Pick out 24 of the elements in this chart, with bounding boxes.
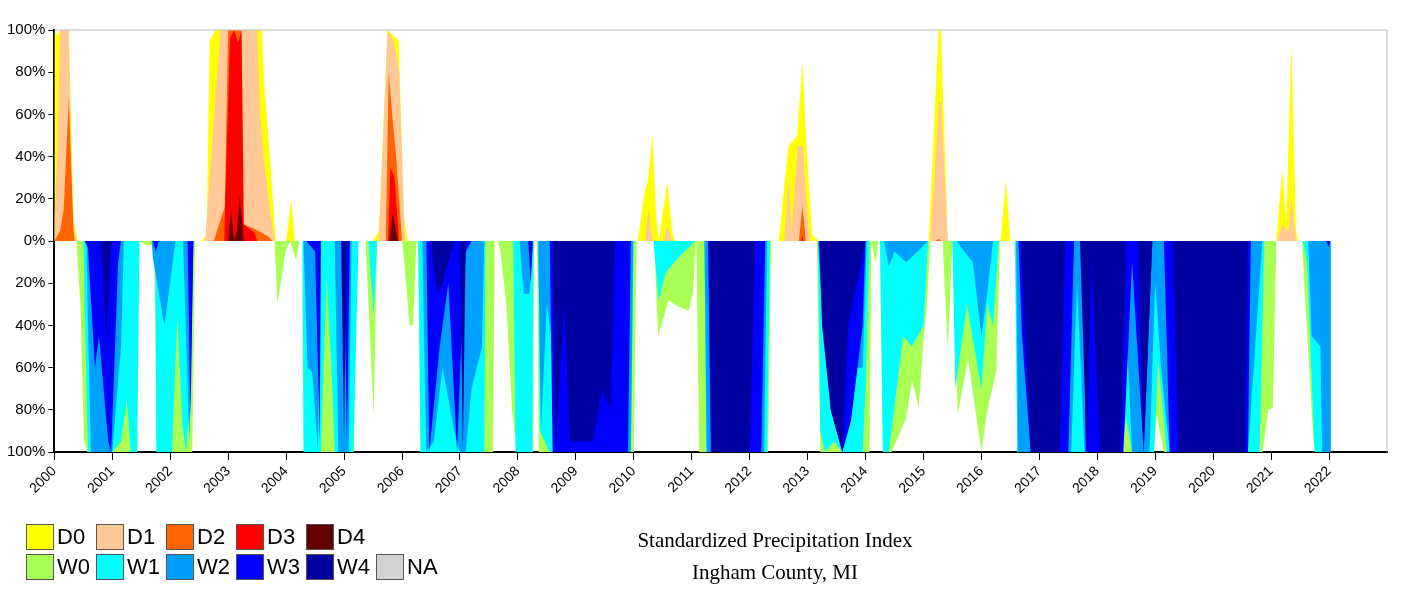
legend-label: NA bbox=[407, 554, 438, 580]
y-tick-label: 40% bbox=[15, 146, 46, 164]
y-tick-label: 20% bbox=[15, 188, 46, 206]
text: Standardized Precipitation Index bbox=[636, 527, 914, 554]
y-tick-label: 40% bbox=[15, 315, 46, 333]
y-tick-label: 80% bbox=[15, 400, 46, 418]
legend-label: D0 bbox=[57, 524, 86, 550]
legend-label: D3 bbox=[267, 524, 296, 550]
y-tick-label: 60% bbox=[15, 357, 46, 375]
legend-label: D4 bbox=[337, 524, 366, 550]
legend-label: W0 bbox=[57, 554, 90, 580]
legend-label: D2 bbox=[197, 524, 226, 550]
y-tick-label: 80% bbox=[15, 62, 46, 80]
legend-label: W3 bbox=[267, 554, 300, 580]
y-tick-label: 20% bbox=[15, 273, 46, 291]
y-tick-label: 0% bbox=[23, 231, 46, 249]
legend-label: D1 bbox=[127, 524, 156, 550]
y-tick-label: 100% bbox=[6, 442, 46, 460]
legend-label: W1 bbox=[127, 554, 160, 580]
y-tick-label: 60% bbox=[15, 104, 46, 122]
text: Ingham County, MI bbox=[690, 559, 859, 586]
y-tick-label: 100% bbox=[6, 20, 46, 38]
legend-label: W4 bbox=[337, 554, 370, 580]
legend-label: W2 bbox=[197, 554, 230, 580]
